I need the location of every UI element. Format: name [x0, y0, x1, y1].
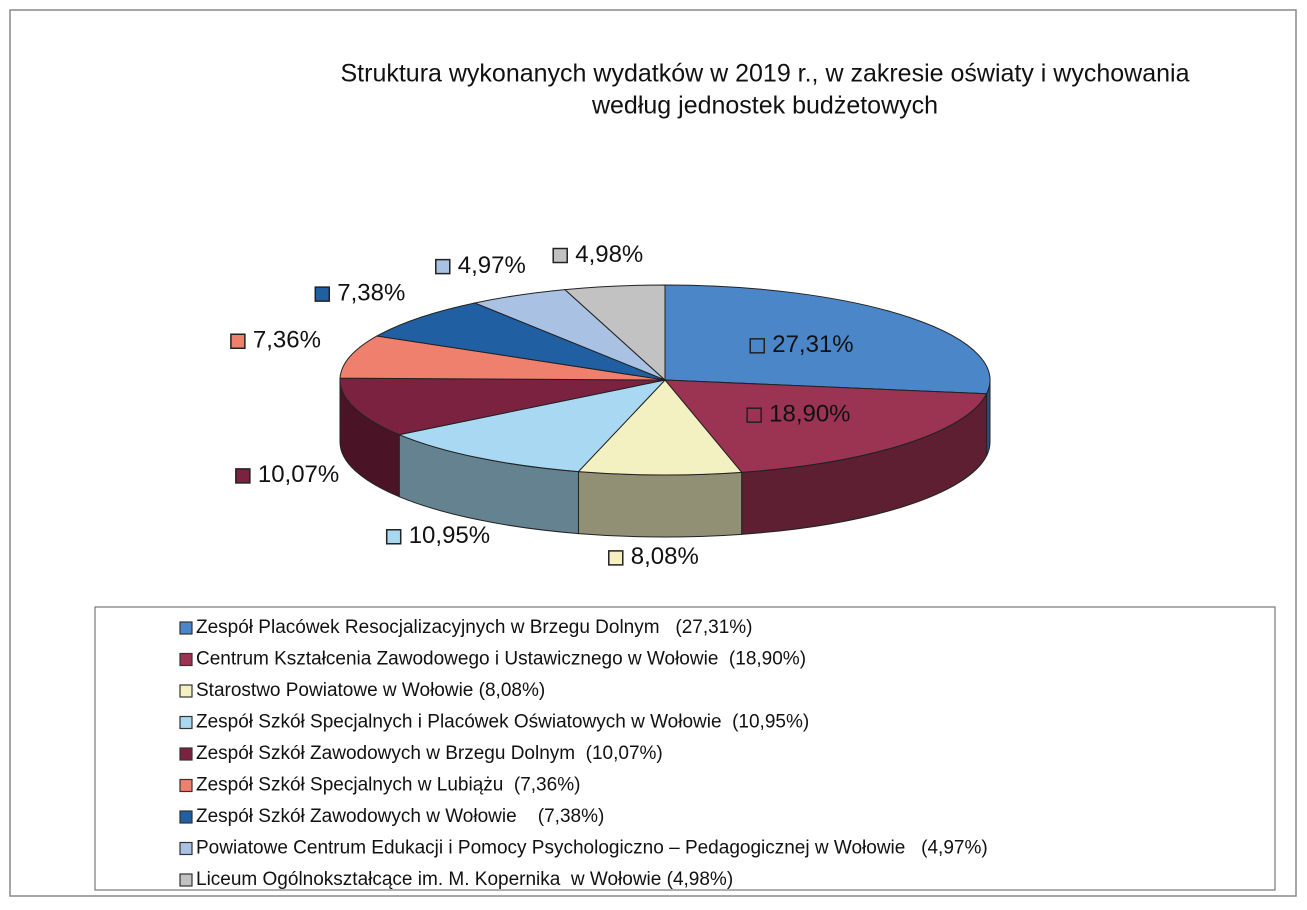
legend-marker: [179, 841, 193, 856]
data-label: 7,38%: [337, 279, 405, 306]
data-label-marker: [314, 286, 331, 302]
legend-marker: [179, 652, 193, 667]
legend-label: Zespół Szkół Specjalnych w Lubiążu (7,36…: [196, 775, 580, 796]
legend-marker: [179, 621, 193, 635]
legend-marker: [179, 747, 193, 761]
slice: [375, 302, 666, 381]
data-label-marker: [746, 407, 762, 423]
data-label-marker: [435, 258, 451, 275]
legend-marker: [179, 778, 193, 793]
data-label-marker: [749, 338, 765, 354]
data-label: 4,97%: [458, 252, 526, 279]
legend-marker: [179, 810, 193, 824]
legend-label: Liceum Ogólnokształcące im. M. Kopernika…: [196, 869, 733, 890]
data-label: 7,36%: [253, 327, 321, 354]
legend-marker: [179, 715, 193, 730]
legend-marker: [179, 873, 193, 887]
chart-subtitle: według jednostek budżetowych: [591, 92, 938, 120]
slice: [663, 379, 988, 473]
legend-marker: [179, 684, 193, 698]
data-label: 8,08%: [631, 543, 699, 570]
data-label-marker: [552, 247, 568, 264]
chart-title: Struktura wykonanych wydatków w 2019 r.,…: [341, 60, 1190, 88]
legend-label: Centrum Kształcenia Zawodowego i Ustawic…: [196, 649, 806, 670]
data-label-marker: [608, 550, 624, 566]
slice: [577, 379, 743, 476]
slice: [339, 335, 666, 381]
slice: [563, 284, 666, 382]
data-label: 18,90%: [769, 401, 850, 428]
data-label: 10,95%: [409, 522, 490, 549]
legend-label: Starostwo Powiatowe w Wołowie (8,08%): [196, 680, 545, 701]
legend-label: Zespół Placówek Resocjalizacyjnych w Brz…: [196, 617, 753, 638]
slice: [397, 379, 667, 473]
slice: [339, 377, 666, 436]
legend-label: Powiatowe Centrum Edukacji i Pomocy Psyc…: [196, 838, 988, 859]
data-label-marker: [235, 468, 251, 484]
legend-box: [94, 606, 1276, 891]
slice: [664, 284, 991, 395]
data-label: 27,31%: [772, 331, 853, 358]
data-label-marker: [385, 529, 402, 545]
data-label: 4,98%: [575, 241, 643, 268]
legend-label: Zespół Szkół Zawodowych w Wołowie (7,38%…: [196, 806, 604, 827]
legend-label: Zespół Szkół Specjalnych i Placówek Oświ…: [196, 712, 809, 733]
data-label: 10,07%: [258, 461, 339, 488]
data-label-marker: [230, 333, 246, 349]
legend-label: Zespół Szkół Zawodowych w Brzegu Dolnym …: [196, 743, 663, 764]
slice-side: [577, 471, 743, 538]
